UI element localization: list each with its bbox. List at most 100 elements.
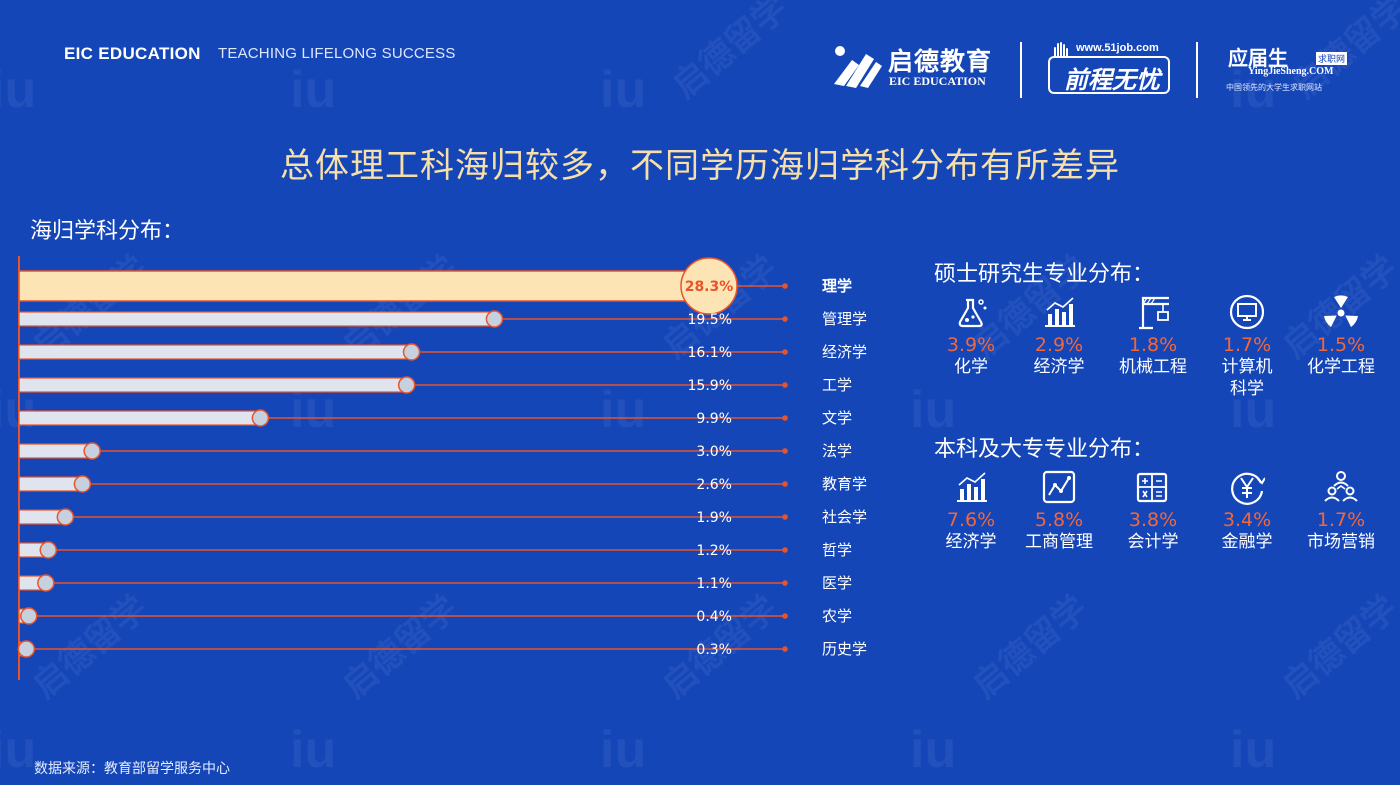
watermark-mark: iu <box>910 721 957 779</box>
yjs-logo-cn: 应届生 <box>1228 46 1288 70</box>
watermark-mark: iu <box>600 61 647 119</box>
bachelor-item: 7.6% 经济学 <box>924 469 1018 553</box>
bar <box>18 344 413 360</box>
bar-value-label: 15.9% <box>688 378 732 394</box>
bar-leader-dot <box>782 547 788 553</box>
bar-leader-dot <box>782 613 788 619</box>
bar-value-label: 0.3% <box>696 642 732 658</box>
bachelor-item: 1.7% 市场营销 <box>1294 469 1388 553</box>
category-label: 经济学 <box>822 343 867 361</box>
masters-item-label: 计算机 科学 <box>1221 357 1273 399</box>
category-label: 农学 <box>822 607 852 625</box>
logo-divider <box>1196 42 1198 98</box>
bachelor-item-value: 7.6% <box>946 509 996 531</box>
line-chart-icon <box>1042 470 1076 504</box>
bar-leader-dot <box>782 646 788 652</box>
subject-bar-chart: 28.3% 理学 19.5% 管理学 16.1% 经济学 15.9% 工学 9.9% 文学 3.0%… <box>17 256 867 680</box>
masters-item-label: 化学工程 <box>1307 357 1375 377</box>
watermark-text: 启德留学 <box>665 0 796 107</box>
bar-value-label: 2.6% <box>696 477 732 493</box>
bar-end-cap <box>39 541 58 559</box>
bar-end-cap <box>56 508 75 526</box>
bachelor-item: 3.4% 金融学 <box>1200 469 1294 553</box>
bar-leader-dot <box>782 349 788 355</box>
flask-icon <box>958 298 987 328</box>
masters-item-value: 2.9% <box>1034 334 1084 356</box>
bar-value-label: 16.1% <box>688 345 732 361</box>
category-label: 文学 <box>822 409 852 427</box>
eic-logo: 启德教育 EIC EDUCATION <box>832 40 1002 96</box>
watermark-text: 启德留学 <box>965 588 1096 707</box>
51job-url: www.51job.com <box>1076 42 1159 54</box>
bar-leader-dot <box>782 283 788 289</box>
bar <box>18 311 496 327</box>
bar-end-cap <box>20 607 38 625</box>
bachelor-item-value: 3.8% <box>1128 509 1178 531</box>
watermark-mark: iu <box>1230 721 1277 779</box>
watermark-text: 启德留学 <box>1275 588 1400 707</box>
bar-leader-dot <box>782 415 788 421</box>
masters-item-value: 1.7% <box>1222 334 1272 356</box>
category-label: 理学 <box>822 277 852 295</box>
bar-chart-icon <box>957 472 987 502</box>
category-label: 管理学 <box>822 310 867 328</box>
brand-name: EIC EDUCATION <box>64 44 201 63</box>
chart-section-title: 海归学科分布： <box>30 219 185 244</box>
51job-frame <box>1048 56 1170 94</box>
masters-item-value: 1.8% <box>1128 334 1178 356</box>
bar-value-label: 1.1% <box>696 576 732 592</box>
watermark-mark: iu <box>0 61 37 119</box>
bachelor-item: 5.8% 工商管理 <box>1012 469 1106 553</box>
bar-value-label: 1.2% <box>696 543 732 559</box>
masters-item-value: 3.9% <box>946 334 996 356</box>
bar-value-label: 1.9% <box>696 510 732 526</box>
bachelor-item-label: 经济学 <box>945 532 997 552</box>
bar-highlight-circle <box>680 257 738 315</box>
bar-value-label: 9.9% <box>696 411 732 427</box>
category-label: 教育学 <box>822 475 867 493</box>
bachelor-item-label: 工商管理 <box>1025 532 1093 552</box>
bar <box>18 410 261 426</box>
computer-icon <box>1229 294 1265 330</box>
watermark-mark: iu <box>290 721 337 779</box>
masters-item-value: 1.5% <box>1316 334 1366 356</box>
masters-item: 3.9% 化学 <box>924 294 1018 378</box>
bachelor-item-value: 3.4% <box>1222 509 1272 531</box>
yen-icon <box>1231 472 1265 505</box>
bachelor-item-label: 金融学 <box>1221 532 1273 552</box>
hand-icon <box>1054 42 1068 58</box>
masters-item: 1.7% 计算机 科学 <box>1200 294 1294 400</box>
masters-item-label: 化学 <box>954 357 988 377</box>
yjs-logo-tag: 求职网 <box>1316 52 1348 65</box>
bar-leader-dot <box>782 448 788 454</box>
bar-end-cap <box>251 409 270 427</box>
bachelor-item-label: 市场营销 <box>1307 532 1375 552</box>
bar <box>18 377 408 393</box>
masters-item-label: 经济学 <box>1033 357 1085 377</box>
yjs-logo-url: YingJieSheng.COM <box>1248 66 1334 77</box>
bar-value-label: 28.3% <box>685 279 734 295</box>
bar-end-cap <box>17 640 36 658</box>
yjs-logo-slogan: 中国领先的大学生求职网站 <box>1226 83 1322 92</box>
data-source: 数据来源：教育部留学服务中心 <box>34 761 230 777</box>
bar-leader-dot <box>782 382 788 388</box>
bachelor-item-value: 5.8% <box>1034 509 1084 531</box>
bar-end-cap <box>83 442 101 460</box>
watermark-mark: iu <box>290 61 337 119</box>
bar-end-cap <box>37 574 55 592</box>
category-label: 历史学 <box>822 640 867 658</box>
bar-end-cap <box>402 343 421 361</box>
bar <box>18 443 93 459</box>
eic-logo-en: EIC EDUCATION <box>889 74 986 88</box>
people-icon <box>1324 471 1358 502</box>
bar-end-cap <box>397 376 416 394</box>
masters-item: 1.8% 机械工程 <box>1106 294 1200 378</box>
category-label: 哲学 <box>822 541 852 559</box>
page-title: 总体理工科海归较多，不同学历海归学科分布有所差异 <box>280 146 1120 186</box>
bachelor-item: 3.8% 会计学 <box>1106 469 1200 553</box>
bar-value-label: 19.5% <box>688 312 732 328</box>
bachelor-item-label: 会计学 <box>1127 532 1179 552</box>
masters-section-title: 硕士研究生专业分布： <box>934 262 1155 287</box>
category-label: 医学 <box>822 574 852 592</box>
bachelor-section-title: 本科及大专专业分布： <box>934 437 1155 462</box>
